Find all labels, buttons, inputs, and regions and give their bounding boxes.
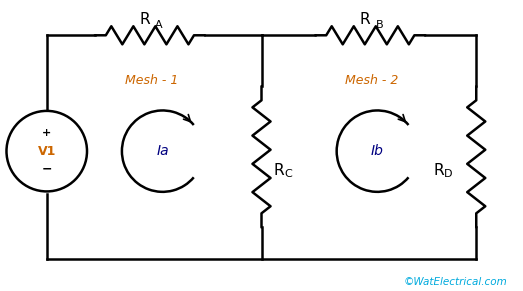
Text: R: R: [140, 12, 150, 27]
Text: Mesh - 2: Mesh - 2: [345, 74, 399, 87]
Text: C: C: [284, 169, 292, 179]
Text: Mesh - 1: Mesh - 1: [124, 74, 178, 87]
Text: R: R: [360, 12, 370, 27]
Text: R: R: [274, 164, 285, 178]
Text: R: R: [434, 164, 445, 178]
Text: B: B: [376, 20, 383, 30]
Text: ©WatElectrical.com: ©WatElectrical.com: [404, 277, 507, 287]
Text: Ib: Ib: [371, 144, 384, 158]
Text: V1: V1: [38, 145, 56, 158]
Text: −: −: [41, 163, 52, 176]
Text: +: +: [42, 128, 51, 138]
Text: D: D: [444, 169, 452, 179]
Text: Ia: Ia: [156, 144, 169, 158]
Text: A: A: [155, 20, 163, 30]
